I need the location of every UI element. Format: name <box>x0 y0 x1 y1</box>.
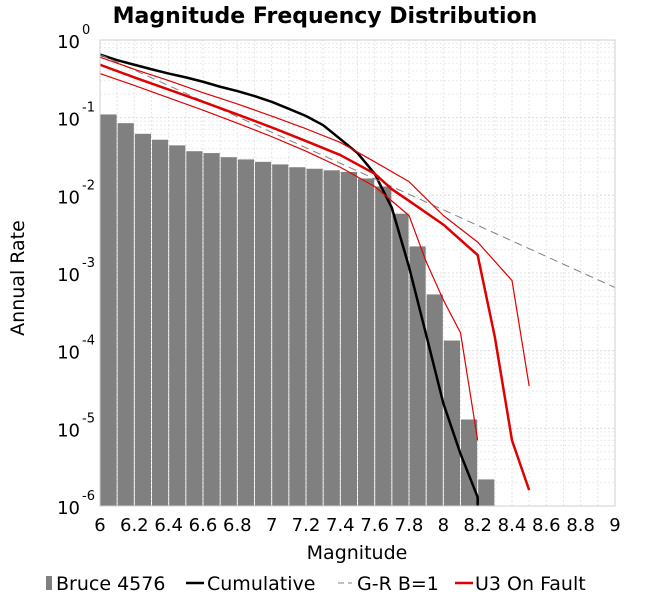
bar <box>358 178 375 506</box>
bar <box>478 479 495 506</box>
series-line <box>99 54 616 288</box>
bar <box>272 164 289 506</box>
legend-label: G-R B=1 <box>357 573 439 595</box>
y-tick-base: 10 <box>57 498 80 519</box>
series-line <box>99 63 531 491</box>
y-tick-base: 10 <box>57 187 80 208</box>
bar <box>426 294 443 506</box>
series-line <box>99 56 530 387</box>
y-tick-base: 10 <box>57 110 80 131</box>
y-tick-exponent: -3 <box>82 256 95 271</box>
legend-label: Cumulative <box>207 573 315 595</box>
bar <box>375 186 392 506</box>
x-tick-label: 6.2 <box>120 515 149 536</box>
x-tick-label: 6.6 <box>189 515 218 536</box>
bar <box>409 246 426 507</box>
bar <box>255 161 272 506</box>
y-tick-exponent: -5 <box>82 411 95 426</box>
x-tick-label: 7.8 <box>395 515 424 536</box>
bar <box>237 159 254 507</box>
bar <box>220 157 237 507</box>
legend-label: U3 On Fault <box>475 573 586 595</box>
bar <box>117 123 134 506</box>
y-tick-base: 10 <box>57 32 80 53</box>
x-tick-label: 8.4 <box>498 515 527 536</box>
y-axis-label: Annual Rate <box>7 220 29 336</box>
plot-frame <box>99 39 616 507</box>
x-tick-label: 8.6 <box>532 515 561 536</box>
y-tick-base: 10 <box>57 420 80 441</box>
y-tick-exponent: -1 <box>82 101 95 116</box>
x-tick-label: 7.6 <box>360 515 389 536</box>
y-tick-exponent: -4 <box>82 334 95 349</box>
x-tick-label: 7.2 <box>292 515 321 536</box>
legend-label: Bruce 4576 <box>56 573 165 595</box>
x-tick-label: 6.4 <box>154 515 183 536</box>
series-line <box>99 53 479 506</box>
lines-layer <box>99 53 616 506</box>
y-tick-exponent: 0 <box>82 23 90 38</box>
bar <box>152 139 169 506</box>
y-tick-base: 10 <box>57 343 80 364</box>
x-tick-label: 8.8 <box>566 515 595 536</box>
x-tick-label: 8 <box>438 515 449 536</box>
bar <box>340 171 357 506</box>
bars-layer <box>100 114 495 507</box>
x-tick-label: 6.8 <box>223 515 252 536</box>
bar <box>289 167 306 506</box>
x-axis-label: Magnitude <box>307 542 408 564</box>
legend-swatch-bar <box>46 576 52 590</box>
y-tick-exponent: -2 <box>82 178 95 193</box>
bar <box>100 114 117 506</box>
bar <box>203 153 220 506</box>
x-tick-label: 6 <box>94 515 105 536</box>
y-tick-base: 10 <box>57 265 80 286</box>
bar <box>186 151 203 506</box>
series-line <box>99 72 479 441</box>
bar <box>169 145 186 506</box>
bar <box>323 170 340 507</box>
x-tick-label: 8.2 <box>463 515 492 536</box>
x-tick-label: 9 <box>609 515 620 536</box>
bar <box>306 168 323 506</box>
bar <box>392 213 409 506</box>
x-tick-label: 7 <box>266 515 277 536</box>
x-tick-labels: 6 6.2 6.4 6.6 6.8 7 7.2 7.4 7.6 7.8 8 8.2 8.4 8.6 8.8 9 <box>94 515 620 536</box>
bar <box>134 133 151 507</box>
y-tick-exponent: -6 <box>82 489 95 504</box>
legend: Bruce 4576 Cumulative G-R B=1 U3 On Fault <box>46 573 586 595</box>
bar <box>443 340 460 506</box>
grid <box>99 40 616 507</box>
chart-title: Magnitude Frequency Distribution <box>113 4 538 29</box>
x-tick-label: 7.4 <box>326 515 355 536</box>
